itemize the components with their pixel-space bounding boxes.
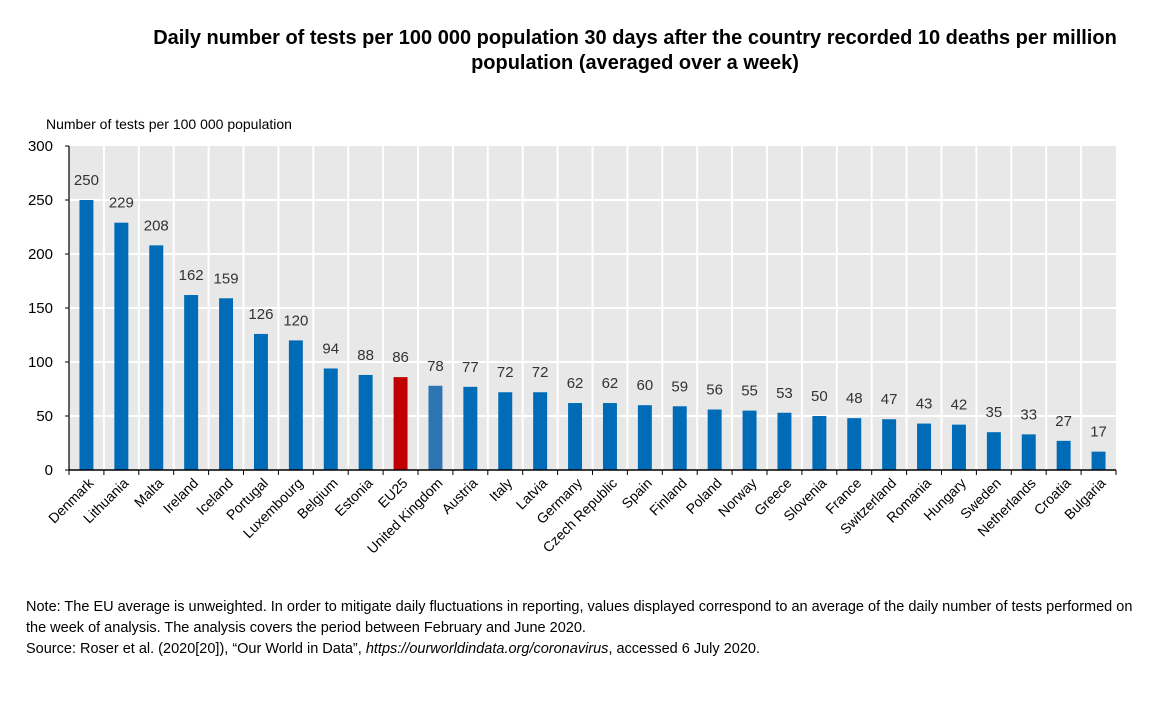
bar-iceland [219,298,234,470]
y-tick-label: 300 [28,138,53,155]
bar-finland [672,406,687,470]
data-label: 60 [637,377,654,394]
data-label: 27 [1055,413,1072,430]
data-label: 159 [214,270,239,287]
bar-france [847,418,862,470]
bar-netherlands [1021,434,1036,470]
bar-chart: 050100150200250300250Denmark229Lithuania… [28,138,1117,557]
data-label: 208 [144,217,169,234]
x-tick-label: Italy [486,475,515,504]
data-label: 59 [671,378,688,395]
bar-ireland [184,295,199,470]
bar-germany [568,403,583,470]
source-suffix: , accessed 6 July 2020. [608,641,760,657]
data-label: 86 [392,349,409,366]
bar-poland [707,409,722,470]
y-axis-label: Number of tests per 100 000 population [46,116,292,132]
bar-czech-republic [602,403,617,470]
x-tick-label: Finland [646,475,690,519]
bar-italy [498,392,513,470]
x-tick-label: Norway [715,475,760,520]
bar-united-kingdom [428,385,443,470]
data-label: 77 [462,359,479,376]
data-label: 50 [811,388,828,405]
bar-romania [917,423,932,470]
bar-luxembourg [288,340,303,470]
data-label: 162 [179,267,204,284]
data-label: 43 [916,396,933,413]
bar-malta [149,245,164,470]
data-label: 120 [283,312,308,329]
data-label: 33 [1020,406,1037,423]
note-text: Note: The EU average is unweighted. In o… [26,599,1133,636]
bar-spain [637,405,652,470]
y-tick-label: 150 [28,300,53,317]
bar-bulgaria [1091,451,1106,470]
source-prefix: Source: Roser et al. (2020[20]), “Our Wo… [26,641,366,657]
data-label: 72 [532,364,549,381]
chart-notes: Note: The EU average is unweighted. In o… [26,597,1146,660]
bar-switzerland [882,419,897,470]
data-label: 42 [951,397,968,414]
bar-hungary [951,424,966,470]
bar-belgium [323,368,338,470]
data-label: 94 [322,340,339,357]
data-label: 72 [497,364,514,381]
bar-slovenia [812,416,827,470]
x-tick-label: Estonia [331,475,375,519]
data-label: 56 [706,382,723,399]
bar-greece [777,412,792,470]
bar-croatia [1056,440,1071,470]
data-label: 35 [986,404,1003,421]
data-label: 55 [741,383,758,400]
y-tick-label: 200 [28,246,53,263]
data-label: 48 [846,390,863,407]
data-label: 47 [881,391,898,408]
bar-latvia [533,392,548,470]
data-label: 78 [427,358,444,375]
data-label: 229 [109,195,134,212]
data-label: 250 [74,172,99,189]
y-tick-label: 250 [28,192,53,209]
data-label: 126 [248,306,273,323]
data-label: 88 [357,347,374,364]
data-label: 62 [602,375,619,392]
source-url: https://ourworldindata.org/coronavirus [365,641,609,657]
y-tick-label: 50 [36,408,53,425]
bar-lithuania [114,222,129,470]
y-tick-label: 0 [45,462,53,479]
source-text: Source: Roser et al. (2020[20]), “Our Wo… [26,639,1146,660]
data-label: 17 [1090,424,1107,441]
bar-eu25 [393,377,408,470]
x-tick-label: Austria [438,475,480,517]
bar-estonia [358,374,373,470]
data-label: 53 [776,385,793,402]
bar-sweden [986,432,1001,470]
data-label: 62 [567,375,584,392]
y-tick-label: 100 [28,354,53,371]
bar-norway [742,410,757,470]
bar-portugal [253,333,268,470]
bar-denmark [79,200,94,470]
bar-austria [463,386,478,470]
chart-title: Daily number of tests per 100 000 popula… [153,27,1117,74]
